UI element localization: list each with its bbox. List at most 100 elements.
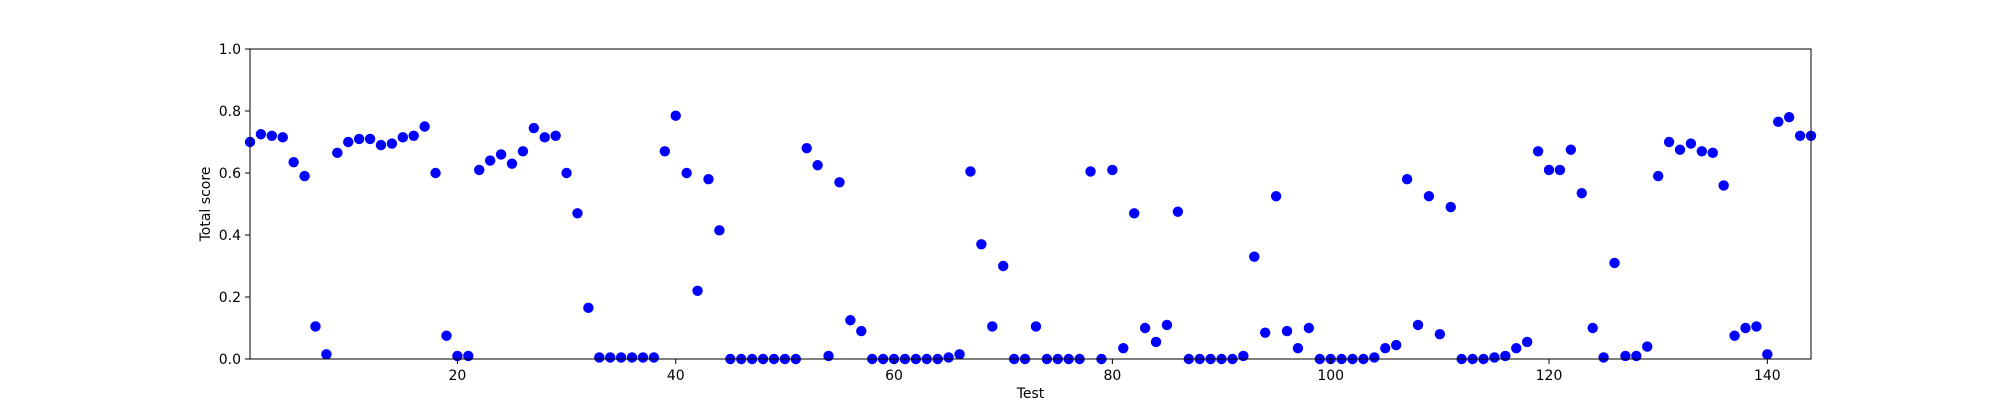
- y-axis-title: Total score: [198, 167, 214, 243]
- data-point: [288, 156, 299, 168]
- data-point: [1030, 321, 1042, 332]
- data-point: [1631, 350, 1642, 362]
- data-point: [856, 325, 867, 337]
- data-point: [812, 160, 823, 171]
- data-point: [714, 225, 725, 236]
- data-point: [1172, 206, 1184, 217]
- data-point: [670, 110, 681, 121]
- x-axis-title: Test: [1016, 386, 1045, 400]
- data-point: [1685, 138, 1697, 149]
- data-point: [615, 352, 627, 363]
- data-point: [332, 147, 343, 159]
- x-tick-label: 60: [885, 368, 903, 384]
- data-point: [1423, 191, 1435, 202]
- data-point: [637, 352, 649, 363]
- data-point: [1740, 322, 1751, 334]
- data-point: [343, 136, 354, 148]
- data-point: [1380, 342, 1391, 354]
- data-point: [823, 350, 834, 362]
- data-point: [1161, 319, 1173, 331]
- data-point: [648, 352, 660, 363]
- data-point: [692, 285, 703, 296]
- data-point: [1554, 164, 1566, 176]
- data-point: [550, 130, 561, 141]
- data-point: [266, 130, 278, 141]
- data-point: [1532, 146, 1544, 157]
- data-point: [299, 170, 310, 182]
- data-point: [998, 260, 1009, 272]
- data-point: [1576, 187, 1587, 199]
- data-point: [834, 177, 845, 188]
- data-point: [1565, 144, 1577, 155]
- data-point: [1587, 322, 1598, 334]
- data-point: [474, 164, 485, 176]
- data-point: [1674, 144, 1686, 155]
- data-point: [321, 349, 332, 360]
- x-tick-label: 100: [1317, 368, 1344, 384]
- data-point: [375, 139, 387, 151]
- data-point: [452, 350, 463, 362]
- data-point: [801, 143, 812, 154]
- data-point: [703, 174, 714, 185]
- data-point: [1500, 350, 1511, 362]
- data-point: [539, 132, 550, 143]
- data-point: [987, 321, 998, 332]
- data-point: [1783, 112, 1795, 123]
- y-tick-label: 0.0: [219, 352, 241, 368]
- data-point: [1762, 349, 1773, 360]
- data-point: [1401, 174, 1413, 185]
- data-point: [1794, 130, 1806, 141]
- data-point: [561, 167, 572, 179]
- data-point: [845, 315, 856, 326]
- data-point: [965, 166, 976, 177]
- data-point: [1303, 322, 1315, 334]
- data-point: [954, 349, 965, 360]
- data-point: [1139, 322, 1151, 334]
- data-point: [1620, 350, 1631, 362]
- data-point: [277, 132, 288, 143]
- data-point: [430, 167, 441, 179]
- plot-frame: [249, 48, 1812, 360]
- data-point: [1412, 319, 1424, 331]
- data-point: [976, 239, 987, 250]
- data-point: [1390, 339, 1402, 351]
- y-tick-label: 0.4: [219, 228, 241, 244]
- x-tick-label: 120: [1536, 368, 1563, 384]
- data-point: [1129, 208, 1140, 219]
- data-point: [463, 350, 474, 362]
- y-tick-label: 0.6: [219, 166, 241, 182]
- data-point: [1489, 352, 1500, 363]
- data-point: [1107, 164, 1118, 176]
- data-point: [1652, 170, 1664, 182]
- data-point: [441, 330, 452, 341]
- data-point: [1270, 191, 1282, 202]
- data-point: [605, 352, 616, 363]
- data-point: [1259, 327, 1271, 338]
- data-point: [397, 132, 409, 143]
- data-point: [1434, 329, 1446, 340]
- data-point: [1249, 251, 1260, 262]
- data-point: [1729, 330, 1740, 341]
- data-point: [1292, 342, 1304, 354]
- data-point: [943, 352, 954, 363]
- data-point: [626, 352, 638, 363]
- x-tick-label: 40: [667, 368, 685, 384]
- data-point: [255, 129, 267, 140]
- y-tick-label: 0.8: [219, 104, 241, 120]
- data-point: [1118, 342, 1129, 354]
- data-point: [353, 133, 365, 145]
- axis-ticks: 20 40 60 80 100 120 140 0.0 0.2 0.4 0.6 0.8 1.0: [219, 42, 1781, 384]
- data-point: [681, 167, 692, 179]
- data-point: [1238, 350, 1249, 362]
- data-point: [364, 133, 376, 145]
- data-point: [517, 146, 529, 157]
- data-point: [1598, 352, 1609, 363]
- data-point: [659, 146, 671, 157]
- data-point: [484, 155, 496, 166]
- data-point: [572, 208, 583, 219]
- data-point: [1085, 166, 1096, 177]
- data-point: [583, 302, 594, 314]
- data-point: [1773, 116, 1784, 128]
- data-point: [1369, 352, 1380, 363]
